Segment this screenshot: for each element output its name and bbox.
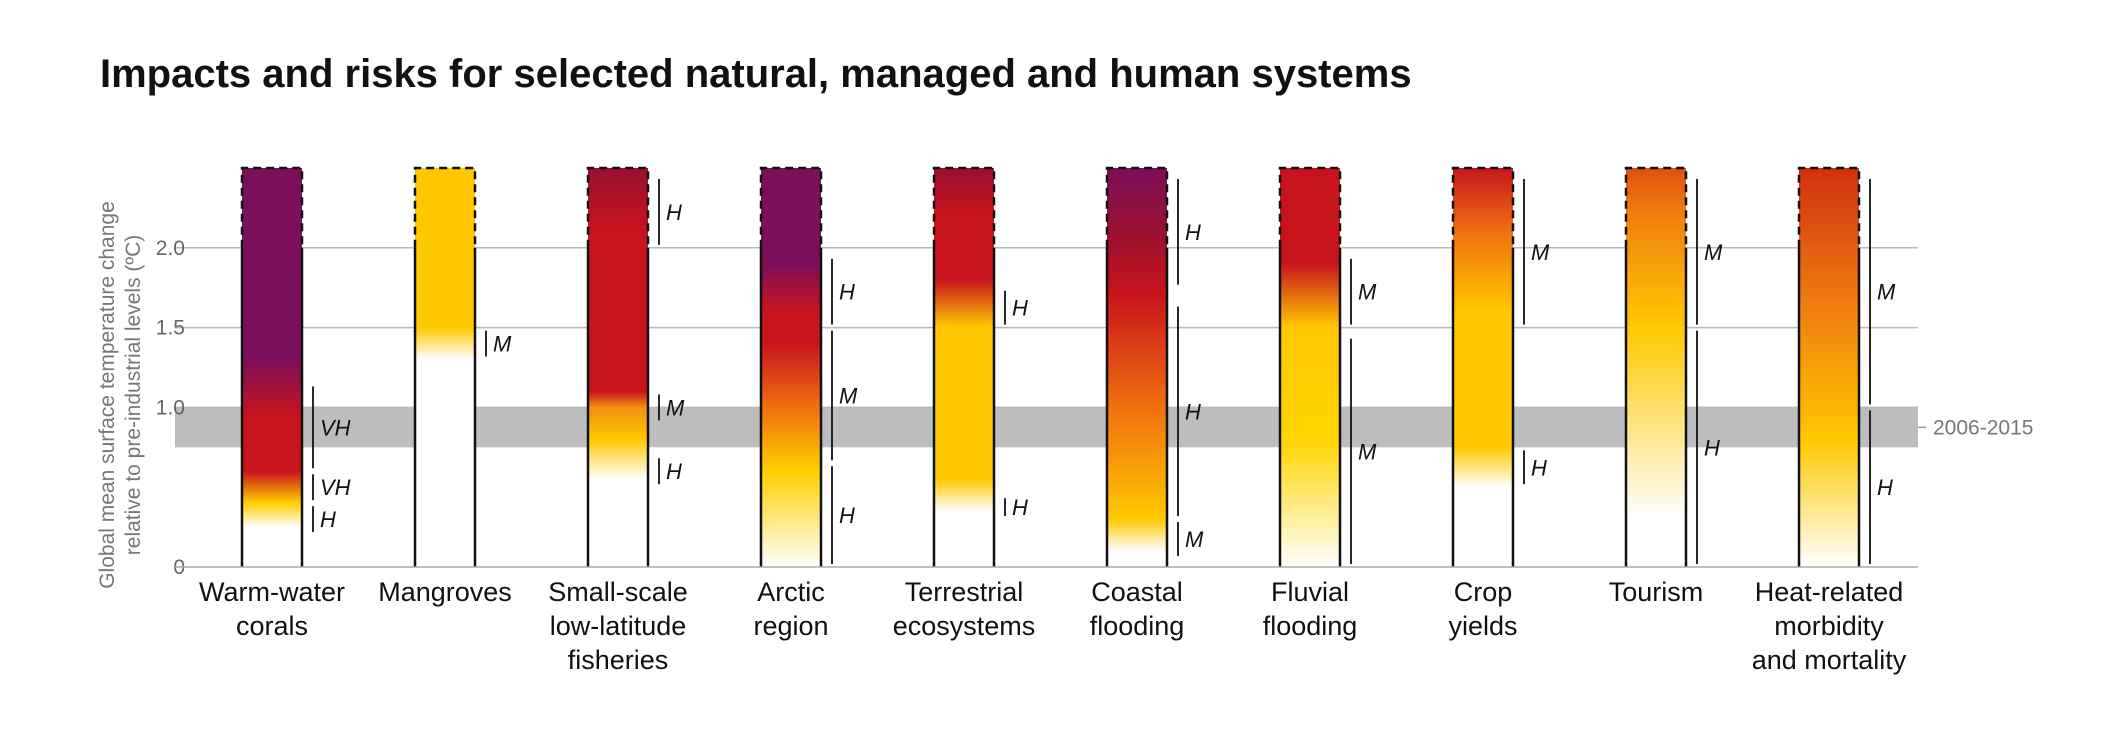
category-label: fisheries [568, 645, 669, 675]
y-tick-label: 1.0 [156, 396, 185, 419]
system-bar: H M Tourism [1609, 166, 1723, 607]
risk-bar [934, 168, 994, 567]
y-axis-label-line-1: Global mean surface temperature change [96, 201, 119, 589]
confidence-label: VH [320, 475, 351, 500]
bar-dashed-top [1105, 166, 1169, 248]
system-bars: H VH VH Warm-water corals M Mangroves H M H Small-… [199, 166, 1907, 675]
confidence-label: M [1358, 439, 1377, 464]
confidence-label: H [839, 280, 855, 305]
period-band-label: 2006-2015 [1933, 416, 2033, 439]
risk-bar [1453, 168, 1513, 567]
risk-bar [415, 168, 475, 567]
confidence-label: H [1185, 399, 1201, 424]
bar-dashed-top [1278, 166, 1342, 248]
risk-bar [1626, 168, 1686, 567]
category-label: corals [236, 611, 308, 641]
confidence-label: H [1704, 435, 1720, 460]
risk-bar [1107, 168, 1167, 567]
bar-dashed-top [1451, 166, 1515, 248]
confidence-label: M [1877, 280, 1896, 305]
y-axis-ticks: 01.01.52.0 [156, 237, 185, 579]
bar-dashed-top [1624, 166, 1688, 248]
category-label: region [753, 611, 828, 641]
bar-dashed-top [1797, 166, 1861, 248]
confidence-label: VH [320, 415, 351, 440]
category-label: Terrestrial [905, 577, 1024, 607]
confidence-label: M [1185, 527, 1204, 552]
bar-dashed-top [240, 166, 304, 248]
system-bar: H VH VH Warm-water corals [199, 166, 351, 641]
risk-bar [1799, 168, 1859, 567]
system-bar: H M Heat-related morbidity and mortality [1752, 166, 1907, 675]
confidence-label: H [839, 503, 855, 528]
category-label: Heat-related [1755, 577, 1904, 607]
category-label: Tourism [1609, 577, 1704, 607]
system-bar: M H H Coastal flooding [1090, 166, 1204, 641]
confidence-label: H [666, 200, 682, 225]
system-bar: H M H Arctic region [753, 166, 858, 641]
confidence-label: H [666, 459, 682, 484]
category-label: flooding [1263, 611, 1358, 641]
confidence-label: H [1012, 495, 1028, 520]
bar-dashed-top [759, 166, 823, 248]
category-label: Arctic [757, 577, 825, 607]
category-label: morbidity [1774, 611, 1884, 641]
y-axis-label-line-2: relative to pre-industrial levels (ºC) [122, 235, 145, 555]
confidence-label: M [493, 332, 512, 357]
system-bar: H M H Small-scale low-latitude fisheries [548, 166, 688, 675]
confidence-label: H [1877, 475, 1893, 500]
category-label: and mortality [1752, 645, 1907, 675]
y-tick-label: 1.5 [156, 317, 185, 340]
chart-title: Impacts and risks for selected natural, … [100, 52, 1412, 96]
category-label: flooding [1090, 611, 1185, 641]
confidence-label: H [320, 507, 336, 532]
category-label: yields [1448, 611, 1517, 641]
category-label: Small-scale [548, 577, 688, 607]
system-bar: M Mangroves [378, 166, 512, 607]
category-label: ecosystems [893, 611, 1036, 641]
confidence-label: H [1012, 296, 1028, 321]
category-label: Fluvial [1271, 577, 1349, 607]
category-label: Mangroves [378, 577, 512, 607]
bar-dashed-top [586, 166, 650, 248]
category-label: low-latitude [550, 611, 687, 641]
system-bar: M M Fluvial flooding [1263, 166, 1377, 641]
y-tick-label: 2.0 [156, 237, 185, 260]
confidence-label: M [1358, 280, 1377, 305]
risk-bar [242, 168, 302, 567]
confidence-label: H [1185, 220, 1201, 245]
confidence-label: M [1704, 240, 1723, 265]
category-label: Crop [1454, 577, 1513, 607]
system-bar: H M Crop yields [1448, 166, 1550, 641]
risk-bar [588, 168, 648, 567]
category-label: Coastal [1091, 577, 1183, 607]
risk-bar [761, 168, 821, 567]
system-bar: H H Terrestrial ecosystems [893, 166, 1036, 641]
category-label: Warm-water [199, 577, 345, 607]
bar-dashed-top [932, 166, 996, 248]
risk-bar [1280, 168, 1340, 567]
confidence-label: M [666, 395, 685, 420]
confidence-label: M [1531, 240, 1550, 265]
bar-dashed-top [413, 166, 477, 248]
confidence-label: H [1531, 455, 1547, 480]
confidence-label: M [839, 383, 858, 408]
